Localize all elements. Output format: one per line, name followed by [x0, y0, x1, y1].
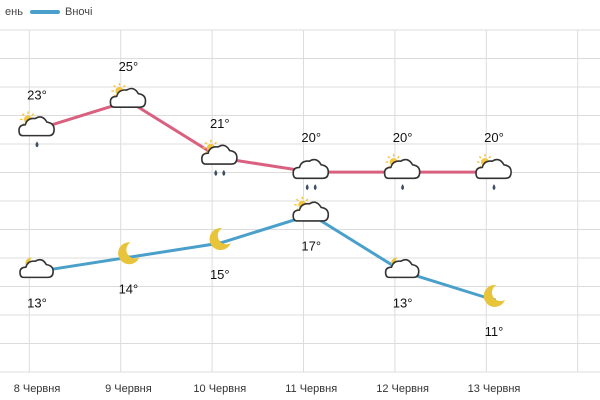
- series-night: [35, 212, 496, 302]
- cloud-sun-icon: [292, 196, 330, 222]
- data-label-night: 13°: [27, 296, 47, 311]
- data-label-night: 15°: [210, 267, 230, 282]
- data-label-night: 17°: [301, 239, 321, 254]
- legend-label-day: ень: [5, 6, 23, 18]
- x-tick-label: 9 Червня: [105, 383, 152, 395]
- x-tick-label: 12 Червня: [376, 383, 429, 395]
- data-label-night: 13°: [393, 296, 413, 311]
- cloud-sun-rain-icon: [201, 139, 238, 176]
- cloud-rain-icon: [292, 158, 330, 191]
- series-line-day: [36, 99, 494, 174]
- cloud-sun-rain-icon: [475, 154, 512, 191]
- cloud-moon-icon: [384, 257, 420, 279]
- legend-item-night[interactable]: Вночі: [30, 6, 92, 18]
- cloud-sun-icon: [109, 83, 147, 108]
- data-label-day: 20°: [484, 130, 504, 145]
- data-label-day: 21°: [210, 116, 230, 131]
- moon-icon: [118, 242, 140, 265]
- x-axis-ticks: 8 Червня 9 Червня 10 Червня 11 Червня 12 Чер…: [14, 383, 521, 395]
- moon-icon: [209, 228, 231, 251]
- x-tick-label: 8 Червня: [14, 383, 61, 395]
- moon-icon: [483, 284, 505, 307]
- grid: [0, 29, 600, 373]
- data-label-day: 25°: [119, 59, 139, 74]
- x-tick-label: 11 Червня: [285, 383, 337, 395]
- data-label-day: 20°: [393, 130, 413, 145]
- x-tick-label: 10 Червня: [193, 383, 246, 395]
- data-label-night: 11°: [485, 324, 504, 339]
- series-day: [35, 99, 496, 175]
- legend-swatch-night: [30, 10, 60, 14]
- x-tick-label: 13 Червня: [468, 383, 521, 395]
- legend-label-night: Вночі: [65, 6, 93, 18]
- cloud-sun-rain-icon: [18, 111, 55, 148]
- data-label-night: 14°: [119, 281, 139, 296]
- legend-item-day[interactable]: ень: [0, 6, 23, 18]
- cloud-sun-rain-icon: [383, 154, 421, 191]
- data-label-day: 23°: [27, 87, 47, 102]
- data-label-day: 20°: [301, 130, 321, 145]
- series-line-night: [36, 213, 495, 302]
- cloud-moon-icon: [19, 257, 54, 279]
